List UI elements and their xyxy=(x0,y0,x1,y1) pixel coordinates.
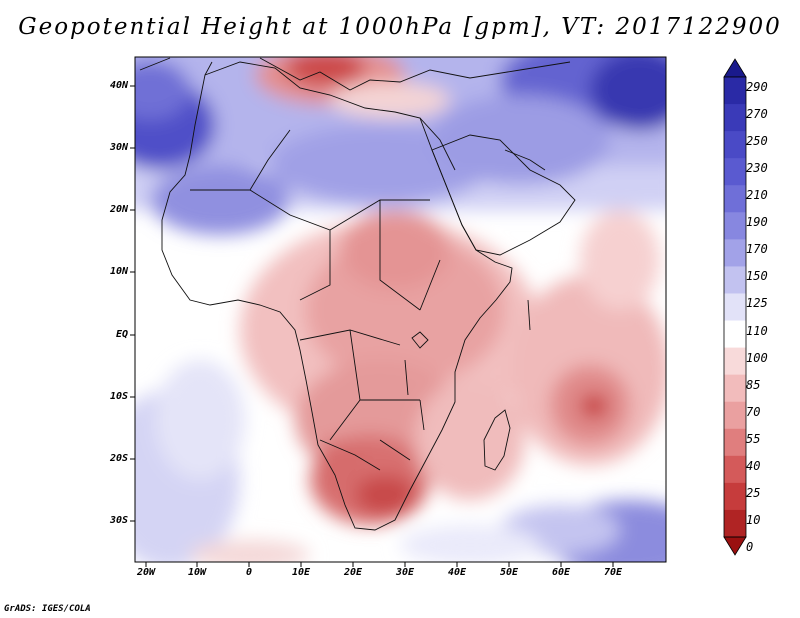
colorbar-cell xyxy=(724,158,746,186)
colorbar-cell xyxy=(724,212,746,240)
colorbar-label: 0 xyxy=(746,540,754,554)
colorbar-label: 290 xyxy=(746,80,768,94)
colorbar-cell xyxy=(724,293,746,322)
map-frame xyxy=(134,56,667,563)
colorbar-label: 125 xyxy=(746,296,768,311)
lat-label: 30N xyxy=(109,142,128,153)
colorbar-label: 270 xyxy=(746,107,768,122)
lat-label: 20N xyxy=(109,204,128,215)
axis-ticks xyxy=(130,85,614,567)
colorbar-label: 85 xyxy=(746,377,761,392)
colorbar-cell xyxy=(724,509,746,538)
lon-label: 10E xyxy=(291,567,311,578)
lon-label: 20W xyxy=(136,567,156,578)
colorbar-cell xyxy=(724,347,746,376)
colorbar-cell xyxy=(724,266,746,294)
colorbar-label: 70 xyxy=(746,404,761,419)
lon-label: 10W xyxy=(187,567,207,578)
lon-label: 50E xyxy=(499,567,519,578)
colorbar-label: 40 xyxy=(746,458,761,473)
colorbar-cell xyxy=(724,482,746,511)
lon-label: 0 xyxy=(245,567,253,578)
colorbar-top-arrow xyxy=(723,58,747,78)
lon-label: 40E xyxy=(447,567,467,578)
colorbar-label: 190 xyxy=(746,215,768,230)
colorbar-label: 110 xyxy=(746,323,768,338)
colorbar-cell xyxy=(724,131,746,159)
colorbar-label: 100 xyxy=(746,350,768,365)
colorbar-label: 210 xyxy=(746,188,768,203)
colorbar-cell xyxy=(724,455,746,484)
lat-label: 10N xyxy=(109,266,128,277)
colorbar-cell xyxy=(724,239,746,267)
colorbar-cell xyxy=(724,77,746,105)
lon-label: 70E xyxy=(603,567,623,578)
lon-label: 20E xyxy=(343,567,363,578)
lat-label: EQ xyxy=(115,329,128,340)
height-field xyxy=(135,57,666,562)
colorbar xyxy=(723,58,747,556)
colorbar-cell xyxy=(724,428,746,457)
lon-label: 60E xyxy=(551,567,571,578)
colorbar-label: 150 xyxy=(746,269,768,284)
lat-label: 10S xyxy=(109,391,128,402)
colorbar-label: 230 xyxy=(746,161,768,176)
colorbar-label: 250 xyxy=(746,134,768,149)
chart-title: Geopotential Height at 1000hPa [gpm], VT… xyxy=(18,14,782,40)
colorbar-label: 170 xyxy=(746,242,768,257)
colorbar-bottom-arrow xyxy=(723,536,747,556)
colorbar-cell xyxy=(724,185,746,213)
colorbar-cell xyxy=(724,104,746,132)
colorbar-cell xyxy=(724,374,746,403)
lat-label: 40N xyxy=(109,80,128,91)
colorbar-label: 10 xyxy=(746,512,761,527)
lat-label: 30S xyxy=(109,515,128,526)
colorbar-label: 55 xyxy=(746,431,761,446)
colorbar-cell xyxy=(724,320,746,349)
coastlines xyxy=(139,57,576,531)
credit-text: GrADS: IGES/COLA xyxy=(4,604,91,614)
lat-label: 20S xyxy=(109,453,128,464)
colorbar-cell xyxy=(724,401,746,430)
lon-label: 30E xyxy=(395,567,415,578)
colorbar-label: 25 xyxy=(746,485,761,500)
